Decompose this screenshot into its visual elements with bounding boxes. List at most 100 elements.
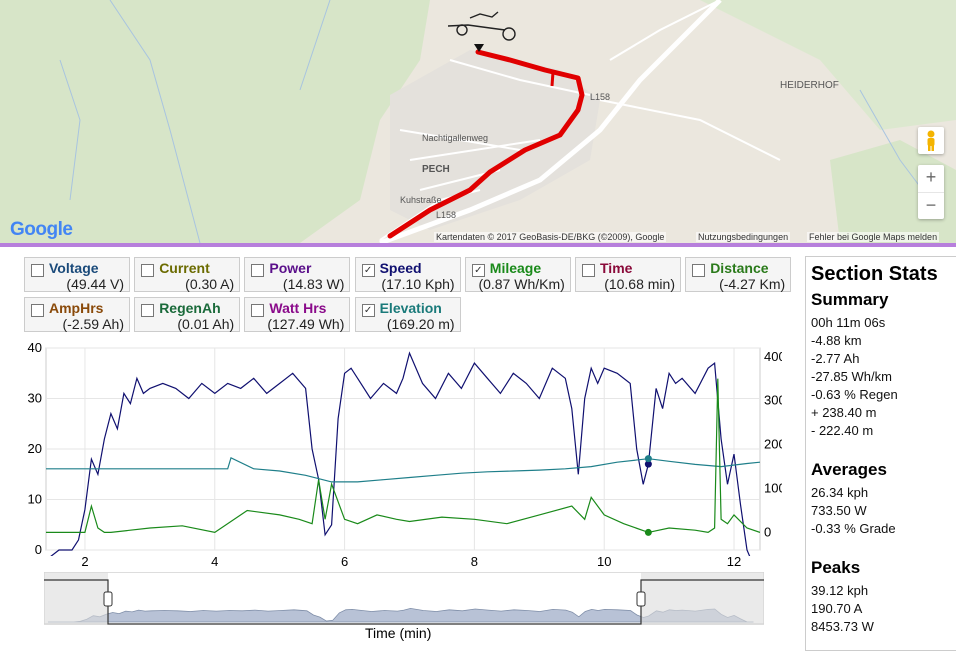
- map-divider: [0, 243, 956, 247]
- checkbox-checked-icon[interactable]: ✓: [361, 264, 375, 277]
- series-value-power: (14.83 W): [282, 276, 345, 292]
- series-label-voltage: Voltage: [49, 260, 99, 276]
- navigator-svg[interactable]: [43, 571, 765, 626]
- zoom-in-button[interactable]: +: [918, 165, 944, 193]
- summary-regen: -0.63 % Regen: [811, 387, 898, 402]
- peaks-title: Peaks: [811, 558, 861, 577]
- map-label-kuhstrasse: Kuhstraße: [400, 195, 442, 205]
- google-logo[interactable]: Google: [10, 219, 73, 240]
- series-value-elevation: (169.20 m): [386, 316, 455, 332]
- summary-ascent: + 238.40 m: [811, 405, 877, 420]
- checkbox-checked-icon[interactable]: ✓: [361, 304, 375, 317]
- series-toggle-amphrs[interactable]: AmpHrs (-2.59 Ah): [24, 297, 130, 332]
- summary-descent: - 222.40 m: [811, 423, 874, 438]
- series-value-mileage: (0.87 Wh/Km): [478, 276, 565, 292]
- cursor-dot-speed: [644, 460, 652, 468]
- summary-title: Summary: [811, 290, 889, 309]
- series-toggle-time[interactable]: Time (10.68 min): [575, 257, 681, 292]
- x-axis-label: Time (min): [365, 625, 432, 641]
- series-toggle-voltage[interactable]: Voltage (49.44 V): [24, 257, 130, 292]
- chart[interactable]: 246810120102030400100200300400: [22, 338, 786, 573]
- map-report-link[interactable]: Fehler bei Google Maps melden: [807, 232, 940, 242]
- series-toggle-elevation[interactable]: ✓ Elevation (169.20 m): [354, 297, 461, 332]
- series-value-time: (10.68 min): [604, 276, 675, 292]
- series-value-current: (0.30 A): [185, 276, 235, 292]
- x-tick-label: 2: [81, 554, 88, 568]
- cursor-dot-mileage: [644, 528, 652, 536]
- series-toggle-speed[interactable]: ✓ Speed (17.10 Kph): [354, 257, 461, 292]
- range-navigator[interactable]: [43, 571, 765, 631]
- series-toggle-watthrs[interactable]: Watt Hrs (127.49 Wh): [244, 297, 351, 332]
- checkbox-icon[interactable]: [251, 304, 265, 317]
- series-toggle-power[interactable]: Power (14.83 W): [244, 257, 351, 292]
- series-label-speed: Speed: [379, 260, 422, 276]
- averages-list: 26.34 kph 733.50 W -0.33 % Grade: [811, 484, 956, 538]
- zoom-control: + −: [918, 165, 944, 219]
- y-left-tick-label: 0: [35, 542, 42, 557]
- checkbox-icon[interactable]: [141, 304, 155, 317]
- peak-speed: 39.12 kph: [811, 583, 869, 598]
- series-label-distance: Distance: [710, 260, 769, 276]
- x-tick-label: 8: [471, 554, 478, 568]
- summary-amphours: -2.77 Ah: [811, 351, 860, 366]
- y-right-tick-label: 200: [764, 437, 782, 452]
- avg-grade: -0.33 % Grade: [811, 521, 896, 536]
- navigator-unselected-left: [44, 572, 108, 624]
- map-attribution: Kartendaten © 2017 GeoBasis-DE/BKG (©200…: [434, 232, 667, 242]
- series-label-elevation: Elevation: [379, 300, 442, 316]
- peaks-list: 39.12 kph 190.70 A 8453.73 W: [811, 582, 956, 636]
- map-label-l158-south: L158: [436, 210, 457, 220]
- series-label-time: Time: [600, 260, 633, 276]
- y-right-tick-label: 300: [764, 393, 782, 408]
- avg-power: 733.50 W: [811, 503, 867, 518]
- series-line-mileage: [46, 378, 760, 534]
- checkbox-icon[interactable]: [141, 264, 155, 277]
- stats-title: Section Stats: [811, 263, 938, 285]
- y-left-tick-label: 40: [28, 340, 42, 355]
- pegman-icon[interactable]: [918, 127, 944, 154]
- series-value-speed: (17.10 Kph): [381, 276, 455, 292]
- checkbox-icon[interactable]: [692, 264, 706, 277]
- series-label-watthrs: Watt Hrs: [269, 300, 327, 316]
- series-toggle-current[interactable]: Current (0.30 A): [134, 257, 241, 292]
- zoom-out-button[interactable]: −: [925, 195, 937, 215]
- map-label-pech: PECH: [422, 164, 450, 175]
- summary-whkm: -27.85 Wh/km: [811, 369, 892, 384]
- series-label-mileage: Mileage: [489, 260, 542, 276]
- checkbox-icon[interactable]: [31, 264, 44, 277]
- checkbox-icon[interactable]: [31, 304, 44, 317]
- map-label-l158: L158: [590, 92, 611, 102]
- averages-title: Averages: [811, 460, 887, 479]
- series-toggle-regenah[interactable]: RegenAh (0.01 Ah): [134, 297, 241, 332]
- navigator-left-handle[interactable]: [103, 591, 113, 607]
- series-label-current: Current: [159, 260, 210, 276]
- navigator-right-handle[interactable]: [636, 591, 646, 607]
- peak-current: 190.70 A: [811, 601, 863, 616]
- map-terms-link[interactable]: Nutzungsbedingungen: [696, 232, 791, 242]
- main-chart-svg[interactable]: 246810120102030400100200300400: [22, 338, 786, 569]
- x-tick-label: 10: [597, 554, 611, 568]
- series-toggle-mileage[interactable]: ✓ Mileage (0.87 Wh/Km): [464, 257, 571, 292]
- map-label-heiderhof: HEIDERHOF: [780, 80, 839, 91]
- summary-list: 00h 11m 06s -4.88 km -2.77 Ah -27.85 Wh/…: [811, 314, 956, 440]
- series-value-amphrs: (-2.59 Ah): [62, 316, 124, 332]
- series-value-regenah: (0.01 Ah): [177, 316, 235, 332]
- checkbox-checked-icon[interactable]: ✓: [471, 264, 485, 277]
- series-value-voltage: (49.44 V): [66, 276, 124, 292]
- map-label-nachtigallenweg: Nachtigallenweg: [422, 133, 489, 143]
- avg-speed: 26.34 kph: [811, 485, 869, 500]
- summary-distance: -4.88 km: [811, 333, 862, 348]
- series-toggle-distance[interactable]: Distance (-4.27 Km): [685, 257, 792, 292]
- checkbox-icon[interactable]: [251, 264, 265, 277]
- y-right-tick-label: 100: [764, 481, 782, 496]
- series-value-distance: (-4.27 Km): [719, 276, 786, 292]
- series-label-power: Power: [269, 260, 312, 276]
- map[interactable]: HEIDERHOF PECH Nachtigallenweg Kuhstraße…: [0, 0, 956, 243]
- navigator-selection-outline: [44, 579, 764, 625]
- x-tick-label: 4: [211, 554, 218, 568]
- x-tick-label: 12: [727, 554, 741, 568]
- y-left-tick-label: 30: [28, 391, 42, 406]
- summary-duration: 00h 11m 06s: [811, 315, 886, 330]
- checkbox-icon[interactable]: [582, 264, 595, 277]
- series-line-speed: [50, 351, 751, 556]
